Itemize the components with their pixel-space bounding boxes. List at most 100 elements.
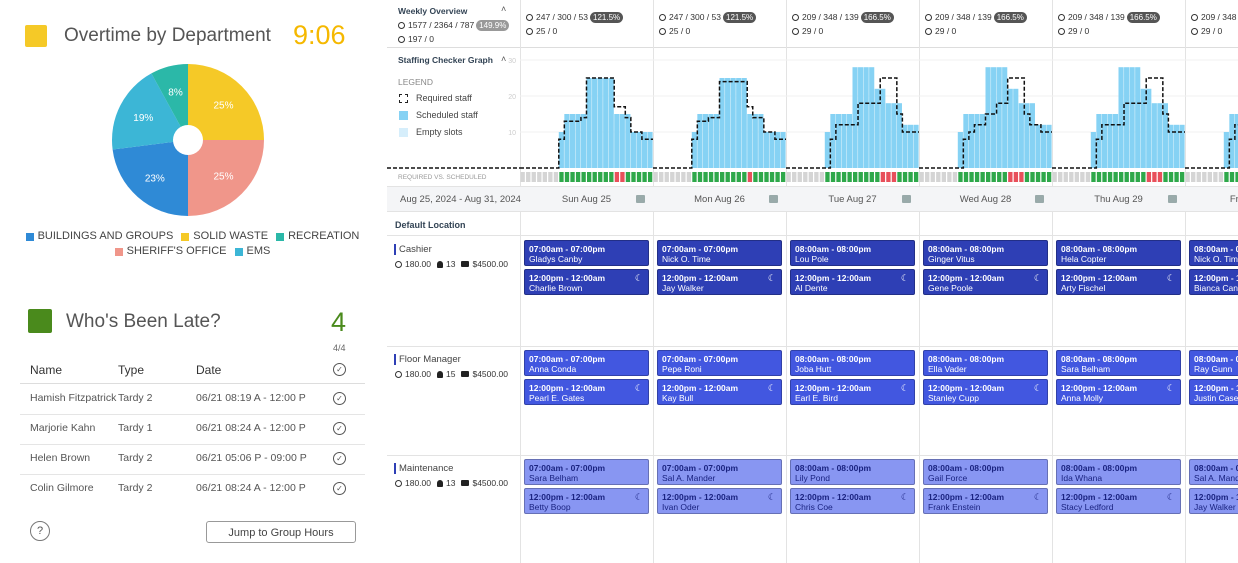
shift-time: 12:00pm - 12:00am: [529, 273, 606, 283]
shift-card[interactable]: 12:00pm - 12:00am Stanley Cupp ☾: [923, 379, 1048, 405]
shift-card[interactable]: 08:00am - 08:00pm Ella Vader: [923, 350, 1048, 376]
shift-card[interactable]: 12:00pm - 12:00am Pearl E. Gates ☾: [524, 379, 649, 405]
shift-card[interactable]: 08:00am - 08:00pmRay Gunn: [1189, 350, 1238, 376]
shift-card[interactable]: 12:00pm - 12:00amBianca Cantu☾: [1189, 269, 1238, 295]
shift-card[interactable]: 07:00am - 07:00pm Sara Belham: [524, 459, 649, 485]
status-cell: [686, 172, 692, 182]
calendar-icon[interactable]: [636, 195, 645, 203]
status-cell: [1185, 172, 1190, 182]
shift-card[interactable]: 12:00pm - 12:00am Al Dente ☾: [790, 269, 915, 295]
shift-card[interactable]: 12:00pm - 12:00am Earl E. Bird ☾: [790, 379, 915, 405]
cost-icon: [461, 261, 470, 267]
cell: Hamish Fitzpatrick: [30, 392, 117, 404]
shift-employee: Jay Walker: [1194, 502, 1236, 512]
shift-card[interactable]: 08:00am - 08:00pm Sara Belham: [1056, 350, 1181, 376]
shift-card[interactable]: 12:00pm - 12:00amJustin Case☾: [1189, 379, 1238, 405]
status-cell: [1074, 172, 1080, 182]
cell: Tardy 2: [118, 392, 153, 404]
status-cell: [1002, 172, 1007, 182]
status-cell: [1024, 172, 1030, 182]
jump-button[interactable]: Jump to Group Hours: [206, 521, 356, 543]
status-cell: [947, 172, 952, 182]
shift-card[interactable]: 08:00am - 08:00pm Hela Copter: [1056, 240, 1181, 266]
status-cell: [575, 172, 581, 182]
calendar-icon[interactable]: [1168, 195, 1177, 203]
hours: 209 / 348 / 139: [1068, 12, 1125, 22]
shift-card[interactable]: 08:00am - 08:00pm Gail Force: [923, 459, 1048, 485]
shift-card[interactable]: 12:00pm - 12:00am Betty Boop ☾: [524, 488, 649, 514]
help-button[interactable]: ?: [30, 521, 50, 541]
shift-card[interactable]: 12:00pm - 12:00am Stacy Ledford ☾: [1056, 488, 1181, 514]
calendar-icon[interactable]: [1035, 195, 1044, 203]
shift-card[interactable]: 07:00am - 07:00pm Pepe Roni: [657, 350, 782, 376]
shift-time: 08:00am - 08:00pm: [1061, 354, 1138, 364]
strip-label: REQUIRED VS. SCHEDULED: [398, 174, 487, 181]
shift-card[interactable]: 12:00pm - 12:00am Ivan Oder ☾: [657, 488, 782, 514]
shift-card[interactable]: 08:00am - 08:00pm Ginger Vitus: [923, 240, 1048, 266]
shift-card[interactable]: 12:00pm - 12:00am Anna Molly ☾: [1056, 379, 1181, 405]
shift-employee: Pearl E. Gates: [529, 393, 585, 403]
scheduled-bar: [1002, 67, 1008, 168]
status-cell: [714, 172, 719, 182]
status-cell: [758, 172, 764, 182]
status-cell: [526, 172, 531, 182]
scheduled-bar: [1046, 124, 1052, 168]
scheduled-bar: [597, 78, 603, 168]
shift-card[interactable]: 08:00am - 08:00pm Ida Whana: [1056, 459, 1181, 485]
status-cell: [520, 172, 525, 182]
shift-card[interactable]: 07:00am - 07:00pm Nick O. Time: [657, 240, 782, 266]
scheduled-bar: [691, 132, 697, 168]
shift-card[interactable]: 12:00pm - 12:00am Kay Bull ☾: [657, 379, 782, 405]
status-cell: [703, 172, 708, 182]
calendar-icon[interactable]: [769, 195, 778, 203]
shift-card[interactable]: 12:00pm - 12:00am Arty Fischel ☾: [1056, 269, 1181, 295]
scheduled-bar: [1157, 103, 1163, 168]
status-cell: [814, 172, 819, 182]
shift-card[interactable]: 12:00pm - 12:00am Gene Poole ☾: [923, 269, 1048, 295]
shift-card[interactable]: 12:00pm - 12:00am Chris Coe ☾: [790, 488, 915, 514]
scheduled-bar: [763, 132, 769, 168]
shift-card[interactable]: 07:00am - 07:00pm Gladys Canby: [524, 240, 649, 266]
legend-label: EMS: [246, 245, 271, 257]
status-cell-empty: [399, 172, 405, 182]
status-cell: [1179, 172, 1185, 182]
shift-card[interactable]: 12:00pm - 12:00am Charlie Brown ☾: [524, 269, 649, 295]
calendar-icon[interactable]: [902, 195, 911, 203]
shift-card[interactable]: 08:00am - 08:00pm Joba Hutt: [790, 350, 915, 376]
shift-card[interactable]: 12:00pm - 12:00am Frank Enstein ☾: [923, 488, 1048, 514]
slice-label: 8%: [168, 87, 183, 98]
role-stats: 180.00 13 $4500.00: [395, 259, 508, 269]
column-border: [1185, 0, 1186, 563]
status-cell: [720, 172, 725, 182]
role-staff: 13: [446, 259, 456, 269]
shift-card[interactable]: 08:00am - 08:00pm Lou Pole: [790, 240, 915, 266]
staff: 25 / 0: [669, 26, 691, 36]
status-cell: [553, 172, 559, 182]
scheduled-bar: [907, 124, 914, 168]
column-header: Type: [118, 363, 145, 377]
person-icon: [792, 28, 799, 35]
check-icon: ✓: [333, 363, 346, 376]
percent-badge: 166.5%: [993, 12, 1027, 23]
shift-card[interactable]: 07:00am - 07:00pm Anna Conda: [524, 350, 649, 376]
status-cell: [537, 172, 542, 182]
cell: 06/21 05:06 P - 09:00 P: [196, 452, 307, 464]
shift-card[interactable]: 07:00am - 07:00pm Sal A. Mander: [657, 459, 782, 485]
scheduled-bar: [913, 124, 919, 168]
status-cell: [786, 172, 791, 182]
status-cell: [1008, 172, 1013, 182]
shift-card[interactable]: 08:00am - 08:00pm Lily Pond: [790, 459, 915, 485]
status-cell: [664, 172, 669, 182]
cell: Colin Gilmore: [30, 482, 94, 494]
staff: 29 / 0: [1068, 26, 1090, 36]
day-date: Tue Aug 27: [828, 194, 877, 205]
scheduled-bar: [708, 114, 714, 168]
shift-time: 08:00am - 08:00pm: [1194, 354, 1238, 364]
status-cell: [886, 172, 891, 182]
status-cell-empty: [497, 172, 502, 182]
status-cell: [747, 172, 753, 182]
